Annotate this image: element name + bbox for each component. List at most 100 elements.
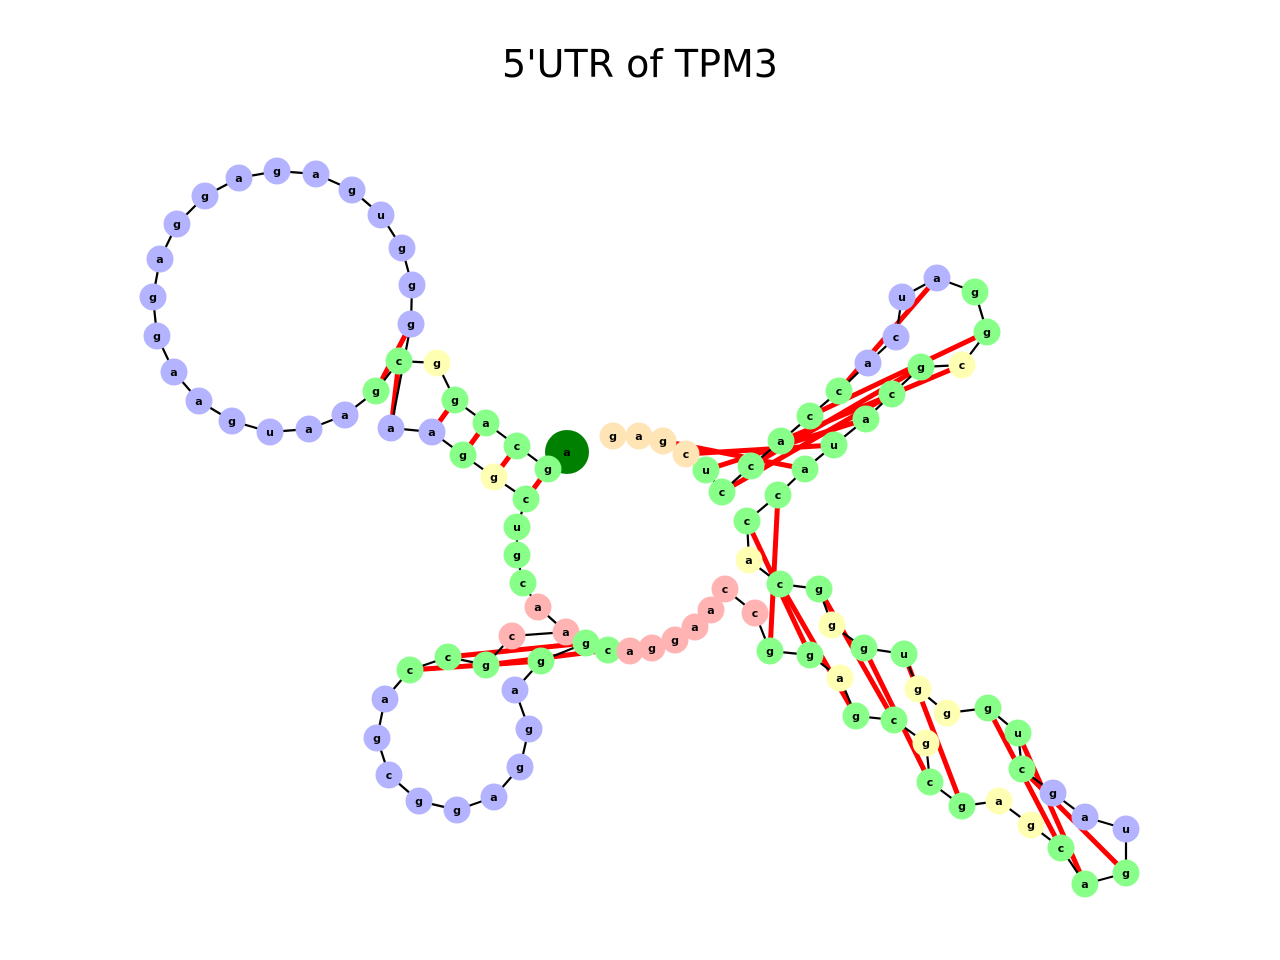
nucleotide-marker [385,347,413,375]
nucleotide-stem: a [1071,870,1099,898]
nucleotide-marker [503,541,531,569]
nucleotide-base-label: g [153,330,161,343]
nucleotide-base-label: a [777,435,784,448]
nucleotide-marker [697,596,725,624]
nucleotide-base-label: a [562,626,569,639]
nucleotide-base-label: a [745,554,752,567]
nucleotide-unpaired-end: g [599,422,627,450]
nucleotide-base-label: g [459,449,467,462]
nucleotide-marker [973,318,1001,346]
nucleotide-stem: g [362,377,390,405]
nucleotide-base-label: g [671,634,679,647]
nucleotide-interior-loop: a [735,546,763,574]
nucleotide-stem: g [756,637,784,665]
nucleotide-base-label: c [891,714,898,727]
nucleotide-base-label: g [173,218,181,231]
nucleotide-multiloop: c [741,599,769,627]
nucleotide-base-label: a [341,409,348,422]
nucleotide-marker [933,699,961,727]
nucleotide-base-label: c [775,489,782,502]
nucleotide-marker [916,768,944,796]
base-pair-bond [685,442,835,457]
nucleotide-base-label: g [914,683,922,696]
nucleotide-stem: a [472,409,500,437]
nucleotide-interior-loop: g [423,349,451,377]
nucleotide-base-label: g [408,279,416,292]
nucleotide-marker [850,634,878,662]
nucleotide-interior-loop: g [912,729,940,757]
nucleotide-marker [163,210,191,238]
nucleotide-marker [503,513,531,541]
nucleotide-base-label: a [490,791,497,804]
nucleotide-marker [708,478,736,506]
nucleotide-stem: g [441,386,469,414]
nucleotide-marker [1017,811,1045,839]
nucleotide-marker [534,455,562,483]
nucleotide-base-label: u [702,464,710,477]
nucleotide-base-label: g [1049,787,1057,800]
nucleotide-interior-loop: g [933,699,961,727]
nucleotide-base-label: g [398,242,406,255]
nucleotide-stem: g [534,455,562,483]
nucleotide-hairpin-loop: a [331,401,359,429]
nucleotide-base-label: c [523,493,530,506]
nucleotide-base-label: u [898,291,906,304]
nucleotide-marker [820,431,848,459]
nucleotide-marker [907,353,935,381]
nucleotide-marker [985,787,1013,815]
nucleotide-stem: u [890,640,918,668]
nucleotide-base-label: a [387,422,394,435]
nucleotide-base-label: g [922,737,930,750]
nucleotide-hairpin-loop: a [501,676,529,704]
nucleotide-marker [331,401,359,429]
nucleotide-base-label: g [984,702,992,715]
nucleotide-hairpin-loop: g [263,157,291,185]
nucleotide-marker [449,441,477,469]
nucleotide-base-label: g [453,804,461,817]
nucleotide-marker [480,463,508,491]
nucleotide-marker [1047,834,1075,862]
nucleotide-stem: u [820,431,848,459]
nucleotide-marker [295,415,323,443]
nucleotide-stem: c [396,656,424,684]
nucleotide-base-label: g [544,463,552,476]
nucleotide-marker [388,234,416,262]
nucleotide-stem: c [594,636,622,664]
nucleotide-hairpin-loop: g [515,715,543,743]
nucleotide-base-label: a [707,604,714,617]
nucleotide-base-label: g [766,645,774,658]
nucleotide-stem: g [796,641,824,669]
nucleotide-base-label: c [959,359,966,372]
nucleotide-base-label: a [864,357,871,370]
nucleotide-marker [1008,755,1036,783]
nucleotide-base-label: u [1014,727,1022,740]
nucleotide-stem: g [948,792,976,820]
nucleotide-stem: g [907,353,935,381]
nucleotide-base-label: u [513,521,521,534]
nucleotide-base-label: g [273,165,281,178]
nucleotide-marker [826,664,854,692]
nucleotide-marker [888,283,916,311]
nucleotide-marker [1112,859,1140,887]
nucleotide-base-label: c [927,776,934,789]
nucleotide-base-label: g [1027,819,1035,832]
nucleotide-interior-loop: c [948,351,976,379]
nucleotide-marker [825,377,853,405]
nucleotide-marker [692,456,720,484]
nucleotide-marker [512,485,540,513]
nucleotide-hairpin-loop: g [405,787,433,815]
nucleotide-marker [143,322,171,350]
nucleotide-base-label: g [415,795,423,808]
nucleotide-base-label: c [777,578,784,591]
nucleotide-marker [880,706,908,734]
nucleotide-multiloop: a [616,637,644,665]
nucleotide-hairpin-loop: g [218,407,246,435]
nucleotide-hairpin-loop: a [923,264,951,292]
nucleotide-base-label: c [509,630,516,643]
nucleotide-marker [524,593,552,621]
nucleotide-marker [405,787,433,815]
nucleotide-base-label: c [719,486,726,499]
nucleotide-multiloop: c [498,622,526,650]
